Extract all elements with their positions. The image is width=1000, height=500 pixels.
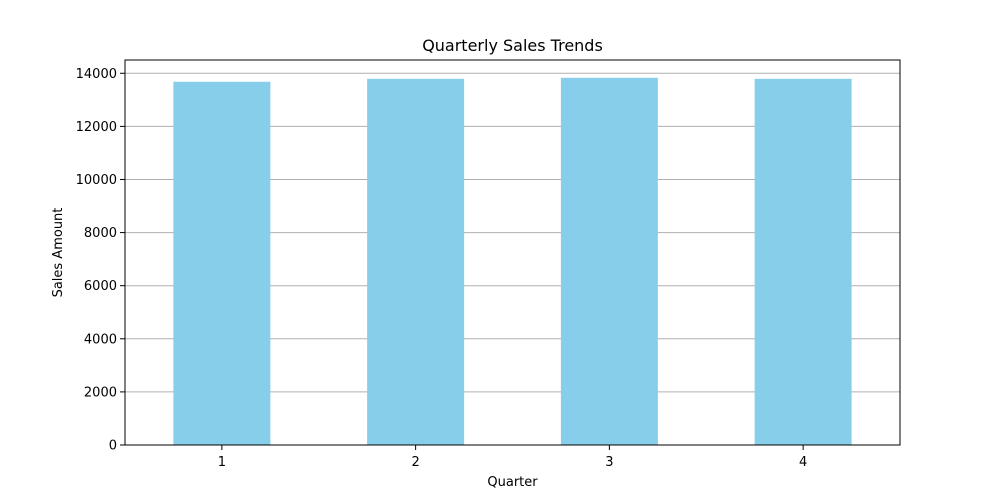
y-tick-label: 12000 bbox=[76, 120, 117, 135]
x-ticks: 1 2 3 4 bbox=[218, 445, 807, 470]
y-axis-label: Sales Amount bbox=[51, 208, 66, 298]
y-tick-label: 0 bbox=[109, 439, 117, 454]
bars bbox=[173, 77, 852, 446]
x-tick-label: 3 bbox=[605, 455, 613, 470]
bar-quarter-2 bbox=[367, 78, 465, 446]
y-tick-label: 4000 bbox=[84, 332, 117, 347]
x-tick-label: 4 bbox=[799, 455, 807, 470]
y-tick-label: 2000 bbox=[84, 385, 117, 400]
y-tick-label: 6000 bbox=[84, 279, 117, 294]
x-tick-label: 1 bbox=[218, 455, 226, 470]
bar-quarter-4 bbox=[754, 78, 852, 446]
bar-quarter-1 bbox=[173, 81, 271, 446]
y-ticks: 0 2000 4000 6000 8000 10000 12000 14000 bbox=[76, 67, 125, 454]
x-tick-label: 2 bbox=[411, 455, 419, 470]
chart-title: Quarterly Sales Trends bbox=[422, 36, 603, 55]
bar-quarter-3 bbox=[560, 77, 658, 445]
y-tick-label: 14000 bbox=[76, 67, 117, 82]
plot-frame bbox=[124, 59, 901, 446]
y-tick-label: 10000 bbox=[76, 173, 117, 188]
y-tick-label: 8000 bbox=[84, 226, 117, 241]
axes bbox=[124, 59, 901, 446]
x-axis-label: Quarter bbox=[487, 475, 538, 490]
